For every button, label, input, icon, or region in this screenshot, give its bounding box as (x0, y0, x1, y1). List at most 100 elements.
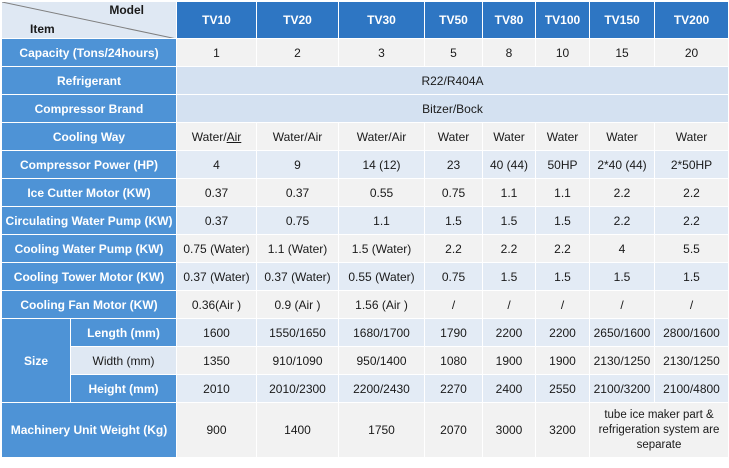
cell: 2 (256, 38, 339, 67)
row-sublabel: Height (mm) (70, 374, 177, 403)
cell: 10 (535, 38, 590, 67)
model-header: TV80 (482, 1, 536, 39)
cell: 1350 (176, 346, 257, 375)
cell: 1.1 (Water) (256, 234, 339, 263)
cell: / (535, 290, 590, 319)
row-cooling-tower-motor: Cooling Tower Motor (KW) 0.37 (Water) 0.… (1, 262, 729, 291)
row-label: Machinery Unit Weight (Kg) (1, 402, 177, 458)
cell: 1.5 (589, 262, 655, 291)
cell: 4 (176, 150, 257, 179)
row-label: Cooling Fan Motor (KW) (1, 290, 177, 319)
cell: 1400 (256, 402, 339, 458)
separate-note: tube ice maker part & refrigeration syst… (589, 402, 729, 458)
cell: 2100/3200 (589, 374, 655, 403)
row-label: Capacity (Tons/24hours) (1, 38, 177, 67)
cell: 2130/1250 (589, 346, 655, 375)
model-header: TV100 (535, 1, 590, 39)
cell: / (654, 290, 729, 319)
size-group-label: Size (1, 318, 71, 403)
cell: 2070 (424, 402, 483, 458)
model-header: TV50 (424, 1, 483, 39)
cell: 0.36(Air ) (176, 290, 257, 319)
corner-item-label: Item (30, 22, 55, 36)
cell: 2*40 (44) (589, 150, 655, 179)
cell: 1080 (424, 346, 483, 375)
model-header: TV30 (338, 1, 425, 39)
cell: 1.5 (424, 206, 483, 235)
cell: Water (424, 122, 483, 151)
cell: 3000 (482, 402, 536, 458)
cell: 2650/1600 (589, 318, 655, 347)
row-sublabel: Width (mm) (70, 346, 177, 375)
cell: 2.2 (482, 234, 536, 263)
cell: 0.37 (176, 178, 257, 207)
cell: 950/1400 (338, 346, 425, 375)
cell: 1550/1650 (256, 318, 339, 347)
row-size-length: Size Length (mm) 1600 1550/1650 1680/170… (1, 318, 729, 403)
cell: 14 (12) (338, 150, 425, 179)
row-ice-cutter-motor: Ice Cutter Motor (KW) 0.37 0.37 0.55 0.7… (1, 178, 729, 207)
cell: 0.75 (424, 178, 483, 207)
cell: 0.75 (Water) (176, 234, 257, 263)
row-compressor-power: Compressor Power (HP) 4 9 14 (12) 23 40 … (1, 150, 729, 179)
cell: 2550 (535, 374, 590, 403)
cell: 2.2 (589, 206, 655, 235)
cell: 0.37 (176, 206, 257, 235)
cell: 0.9 (Air ) (256, 290, 339, 319)
cell: 1.5 (Water) (338, 234, 425, 263)
cell: 2.2 (535, 234, 590, 263)
cell: 2.2 (654, 206, 729, 235)
row-label: Circulating Water Pump (KW) (1, 206, 177, 235)
row-cooling-water-pump: Cooling Water Pump (KW) 0.75 (Water) 1.1… (1, 234, 729, 263)
row-label: Cooling Water Pump (KW) (1, 234, 177, 263)
header-row: Model Item TV10 TV20 TV30 TV50 TV80 TV10… (1, 1, 729, 39)
cell: 5.5 (654, 234, 729, 263)
cell: 0.55 (338, 178, 425, 207)
cell: Water/Air (338, 122, 425, 151)
cell: 910/1090 (256, 346, 339, 375)
cell: 2100/4800 (654, 374, 729, 403)
cell: 2200 (482, 318, 536, 347)
cell: 1.1 (535, 178, 590, 207)
cell: 1.5 (482, 206, 536, 235)
cell: 0.37 (256, 178, 339, 207)
cell: / (589, 290, 655, 319)
cell: 0.55 (Water) (338, 262, 425, 291)
row-label: Ice Cutter Motor (KW) (1, 178, 177, 207)
cell: 2400 (482, 374, 536, 403)
cell: 1.5 (535, 262, 590, 291)
cell: 1680/1700 (338, 318, 425, 347)
cell: 2200/2430 (338, 374, 425, 403)
cell: Water (654, 122, 729, 151)
cell: 2270 (424, 374, 483, 403)
row-label: Cooling Way (1, 122, 177, 151)
cell-part: Water/ (191, 129, 227, 144)
cell: Water (482, 122, 536, 151)
merged-cell: Bitzer/Bock (176, 94, 729, 123)
cell: 2010 (176, 374, 257, 403)
cell: 1900 (482, 346, 536, 375)
cell: 50HP (535, 150, 590, 179)
spec-table: Model Item TV10 TV20 TV30 TV50 TV80 TV10… (1, 1, 729, 458)
cell: 2.2 (654, 178, 729, 207)
cell: 1900 (535, 346, 590, 375)
cell: 1.5 (535, 206, 590, 235)
cell: 2*50HP (654, 150, 729, 179)
cell: 2800/1600 (654, 318, 729, 347)
cell: 1.5 (654, 262, 729, 291)
model-header: TV150 (589, 1, 655, 39)
row-cooling-way: Cooling Way Water/Air Water/Air Water/Ai… (1, 122, 729, 151)
cell: 2010/2300 (256, 374, 339, 403)
row-refrigerant: Refrigerant R22/R404A (1, 66, 729, 95)
cell: 1790 (424, 318, 483, 347)
cell: 3200 (535, 402, 590, 458)
cell: 4 (589, 234, 655, 263)
row-size-height: Height (mm) 2010 2010/2300 2200/2430 227… (2, 374, 729, 403)
row-label: Compressor Brand (1, 94, 177, 123)
cell: 23 (424, 150, 483, 179)
cell: 0.75 (424, 262, 483, 291)
cell: Water/Air (256, 122, 339, 151)
cell: 5 (424, 38, 483, 67)
cell: 1750 (338, 402, 425, 458)
row-compressor-brand: Compressor Brand Bitzer/Bock (1, 94, 729, 123)
